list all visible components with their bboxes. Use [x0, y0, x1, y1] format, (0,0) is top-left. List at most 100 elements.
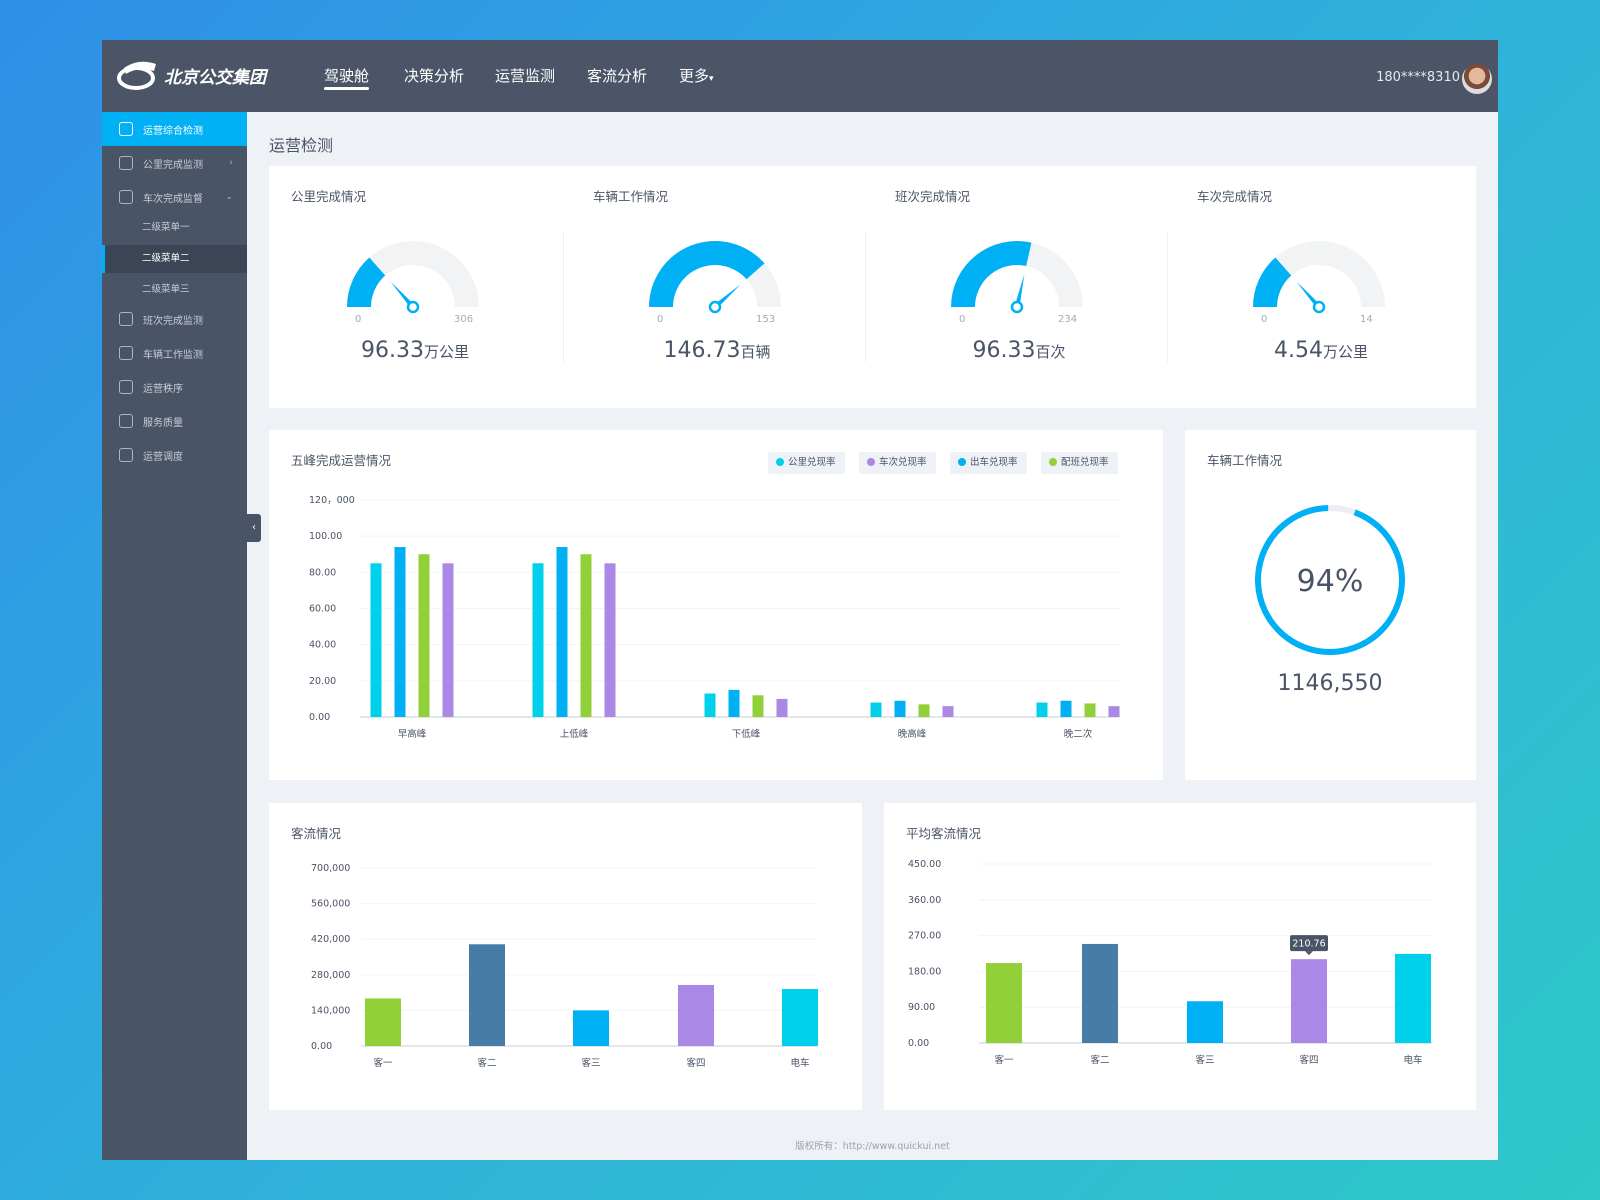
- sidebar-item-label: 运营调度: [143, 451, 183, 463]
- x-tick-label: 客二: [1090, 1054, 1109, 1066]
- bar-出车兑现率[interactable]: [556, 547, 568, 717]
- bar-出车兑现率[interactable]: [894, 700, 906, 717]
- nav-tab-1[interactable]: 决策分析: [404, 67, 465, 85]
- people-scan-icon: [119, 312, 133, 326]
- chart-title: 平均客流情况: [906, 826, 982, 841]
- gauge-title: 公里完成情况: [291, 189, 367, 204]
- bar-车次兑现率[interactable]: [776, 698, 788, 717]
- gauge-value-number: 4.54: [1274, 338, 1323, 363]
- x-tick-label: 晚高峰: [898, 728, 927, 740]
- footer-copyright: 版权所有：http://www.quickui.net: [795, 1141, 950, 1152]
- y-tick-label: 100.00: [309, 531, 342, 542]
- gauge-needle: [713, 284, 741, 309]
- bar-出车兑现率[interactable]: [728, 689, 740, 717]
- bar-客一[interactable]: [365, 998, 401, 1046]
- legend-item-0[interactable]: 公里兑现率: [768, 452, 845, 474]
- x-tick-label: 客一: [373, 1057, 393, 1069]
- chart-svg: 0.00 140,000 280,000 420,000 560,000 700,000 客…: [311, 863, 818, 1069]
- x-tick-label: 客四: [686, 1057, 705, 1069]
- gauge-fill: [1253, 257, 1292, 307]
- bar-出车兑现率[interactable]: [394, 547, 406, 717]
- gauge-value-number: 96.33: [361, 338, 424, 363]
- sidebar-subitem-1[interactable]: 二级菜单二: [102, 245, 247, 273]
- peak-operation-chart-card: 五峰完成运营情况 公里兑现率 车次兑现率 出车兑现率 配班兑现率 0.00 20.00 4…: [269, 430, 1163, 780]
- sidebar-item-label: 服务质量: [143, 417, 183, 429]
- avatar[interactable]: [1462, 64, 1492, 94]
- bar-配班兑现率[interactable]: [418, 554, 430, 717]
- bar-车次兑现率[interactable]: [942, 706, 954, 717]
- gauge-dial: [347, 241, 479, 314]
- legend-label: 出车兑现率: [970, 457, 1018, 468]
- sidebar-item-3[interactable]: 班次完成监测: [102, 302, 247, 336]
- bar-客三[interactable]: [1187, 1001, 1223, 1043]
- sidebar-subitem-2[interactable]: 二级菜单三: [142, 284, 190, 295]
- bar-客一[interactable]: [986, 963, 1022, 1043]
- bar-公里兑现率[interactable]: [1036, 702, 1048, 717]
- ring-chart: 94% 1146,550: [1255, 505, 1405, 696]
- vehicle-work-ring-card: 车辆工作情况 94% 1146,550: [1185, 430, 1476, 780]
- monitor-icon: [119, 122, 133, 136]
- bar-公里兑现率[interactable]: [870, 702, 882, 717]
- upload-icon: [119, 346, 133, 360]
- legend-item-2[interactable]: 出车兑现率: [950, 452, 1027, 474]
- bar-公里兑现率[interactable]: [704, 693, 716, 717]
- nav-tab-3[interactable]: 客流分析: [587, 67, 648, 85]
- bar-电车[interactable]: [782, 989, 818, 1046]
- bar-公里兑现率[interactable]: [370, 563, 382, 717]
- bar-出车兑现率[interactable]: [1060, 700, 1072, 717]
- x-tick-label: 客三: [1195, 1054, 1214, 1066]
- ring-value: 1146,550: [1278, 671, 1383, 696]
- user-phone[interactable]: 180****8310: [1376, 70, 1460, 85]
- legend-item-3[interactable]: 配班兑现率: [1041, 452, 1118, 474]
- nav-tab-0[interactable]: 驾驶舱: [324, 40, 370, 112]
- nav-tab-2[interactable]: 运营监测: [495, 67, 556, 85]
- sidebar-subitem-0[interactable]: 二级菜单一: [142, 222, 190, 233]
- sidebar-item-1[interactable]: 公里完成监测 ›: [102, 146, 247, 180]
- legend-label: 配班兑现率: [1061, 457, 1109, 468]
- bar-客二[interactable]: [469, 944, 505, 1046]
- sidebar-item-4[interactable]: 车辆工作监测: [102, 336, 247, 370]
- bar-车次兑现率[interactable]: [604, 563, 616, 717]
- sidebar-item-7[interactable]: 运营调度: [102, 438, 247, 472]
- gauge-needle: [1296, 281, 1321, 309]
- bar-配班兑现率[interactable]: [1084, 703, 1096, 717]
- x-tick-label: 晚二次: [1064, 728, 1093, 740]
- sidebar-item-2[interactable]: 车次完成监督 ⌄: [102, 180, 247, 214]
- gauge-title: 班次完成情况: [895, 189, 971, 204]
- bar-配班兑现率[interactable]: [580, 554, 592, 717]
- legend-dot-icon: [776, 458, 784, 466]
- x-tick-label: 上低峰: [560, 728, 589, 740]
- gauge-track: [1253, 241, 1385, 307]
- bar-客四[interactable]: [678, 984, 714, 1046]
- collapse-sidebar-button[interactable]: ‹: [247, 514, 261, 542]
- legend-item-1[interactable]: 车次兑现率: [859, 452, 936, 474]
- y-tick-label: 420,000: [311, 934, 350, 945]
- sidebar-item-6[interactable]: 服务质量: [102, 404, 247, 438]
- sidebar-item-0[interactable]: 运营综合检测: [102, 112, 247, 146]
- sidebar-item-5[interactable]: 运营秩序: [102, 370, 247, 404]
- divider: [865, 232, 866, 362]
- passenger-flow-chart-card: 客流情况 0.00 140,000 280,000 420,000 560,000 700…: [269, 803, 862, 1110]
- nav-tab-4[interactable]: 更多▾: [679, 67, 714, 85]
- gauge-min: 0: [1261, 314, 1268, 325]
- y-tick-label: 700,000: [311, 863, 350, 874]
- bar-客二[interactable]: [1082, 943, 1118, 1043]
- bar-车次兑现率[interactable]: [442, 563, 454, 717]
- bar-车次兑现率[interactable]: [1108, 706, 1120, 717]
- x-tick-label: 客三: [581, 1057, 600, 1069]
- bar-公里兑现率[interactable]: [532, 563, 544, 717]
- y-tick-label: 270.00: [908, 931, 941, 942]
- gauge-title: 车辆工作情况: [593, 189, 669, 204]
- bar-配班兑现率[interactable]: [918, 704, 930, 717]
- divider: [563, 232, 564, 362]
- gauge-title: 车次完成情况: [1197, 189, 1273, 204]
- gauge-value-number: 96.33: [972, 338, 1036, 363]
- gauge-needle-hub: [406, 300, 420, 314]
- bar-客三[interactable]: [573, 1010, 609, 1046]
- bar-电车[interactable]: [1395, 953, 1431, 1043]
- bar-配班兑现率[interactable]: [752, 695, 764, 717]
- sidebar-item-label: 公里完成监测: [143, 159, 203, 171]
- bar-客四[interactable]: [1291, 959, 1327, 1043]
- gauge-value-unit: 百辆: [740, 343, 771, 361]
- logo[interactable]: 北京公交集团: [116, 58, 266, 92]
